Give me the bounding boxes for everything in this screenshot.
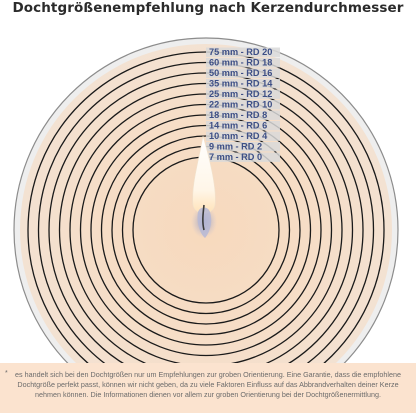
size-label-text: 10 mm - RD 4 <box>209 131 268 141</box>
footnote-marker: * <box>5 370 8 377</box>
size-label-text: 18 mm - RD 8 <box>209 110 267 120</box>
size-label-60mm: 60 mm - RD 18 <box>206 58 280 68</box>
size-label-18mm: 18 mm - RD 8 <box>206 110 280 120</box>
footnote-text: es handelt sich bei den Dochtgrößen nur … <box>15 370 401 399</box>
size-label-10mm: 10 mm - RD 4 <box>206 131 280 141</box>
size-label-text: 35 mm - RD 14 <box>209 79 273 89</box>
size-label-50mm: 50 mm - RD 16 <box>206 68 280 78</box>
footnote-panel: * es handelt sich bei den Dochtgrößen nu… <box>0 363 416 413</box>
size-label-text: 50 mm - RD 16 <box>209 68 272 78</box>
size-label-25mm: 25 mm - RD 12 <box>206 89 280 99</box>
size-label-text: 22 mm - RD 10 <box>209 100 272 110</box>
page-title: Dochtgrößenempfehlung nach Kerzendurchme… <box>12 0 404 16</box>
size-label-14mm: 14 mm - RD 6 <box>206 121 280 131</box>
size-label-text: 75 mm - RD 20 <box>209 47 272 57</box>
size-label-text: 14 mm - RD 6 <box>209 121 267 131</box>
size-label-75mm: 75 mm - RD 20 <box>206 47 280 57</box>
size-label-text: 25 mm - RD 12 <box>209 89 272 99</box>
size-label-text: 9 mm - RD 2 <box>209 142 262 152</box>
size-label-35mm: 35 mm - RD 14 <box>206 79 280 89</box>
size-label-22mm: 22 mm - RD 10 <box>206 100 280 110</box>
size-label-9mm: 9 mm - RD 2 <box>206 142 280 152</box>
size-label-text: 60 mm - RD 18 <box>209 58 272 68</box>
candle-flame-icon <box>191 135 217 238</box>
size-label-text: 7 mm - RD 0 <box>209 152 262 162</box>
size-label-7mm: 7 mm - RD 0 <box>206 152 280 162</box>
